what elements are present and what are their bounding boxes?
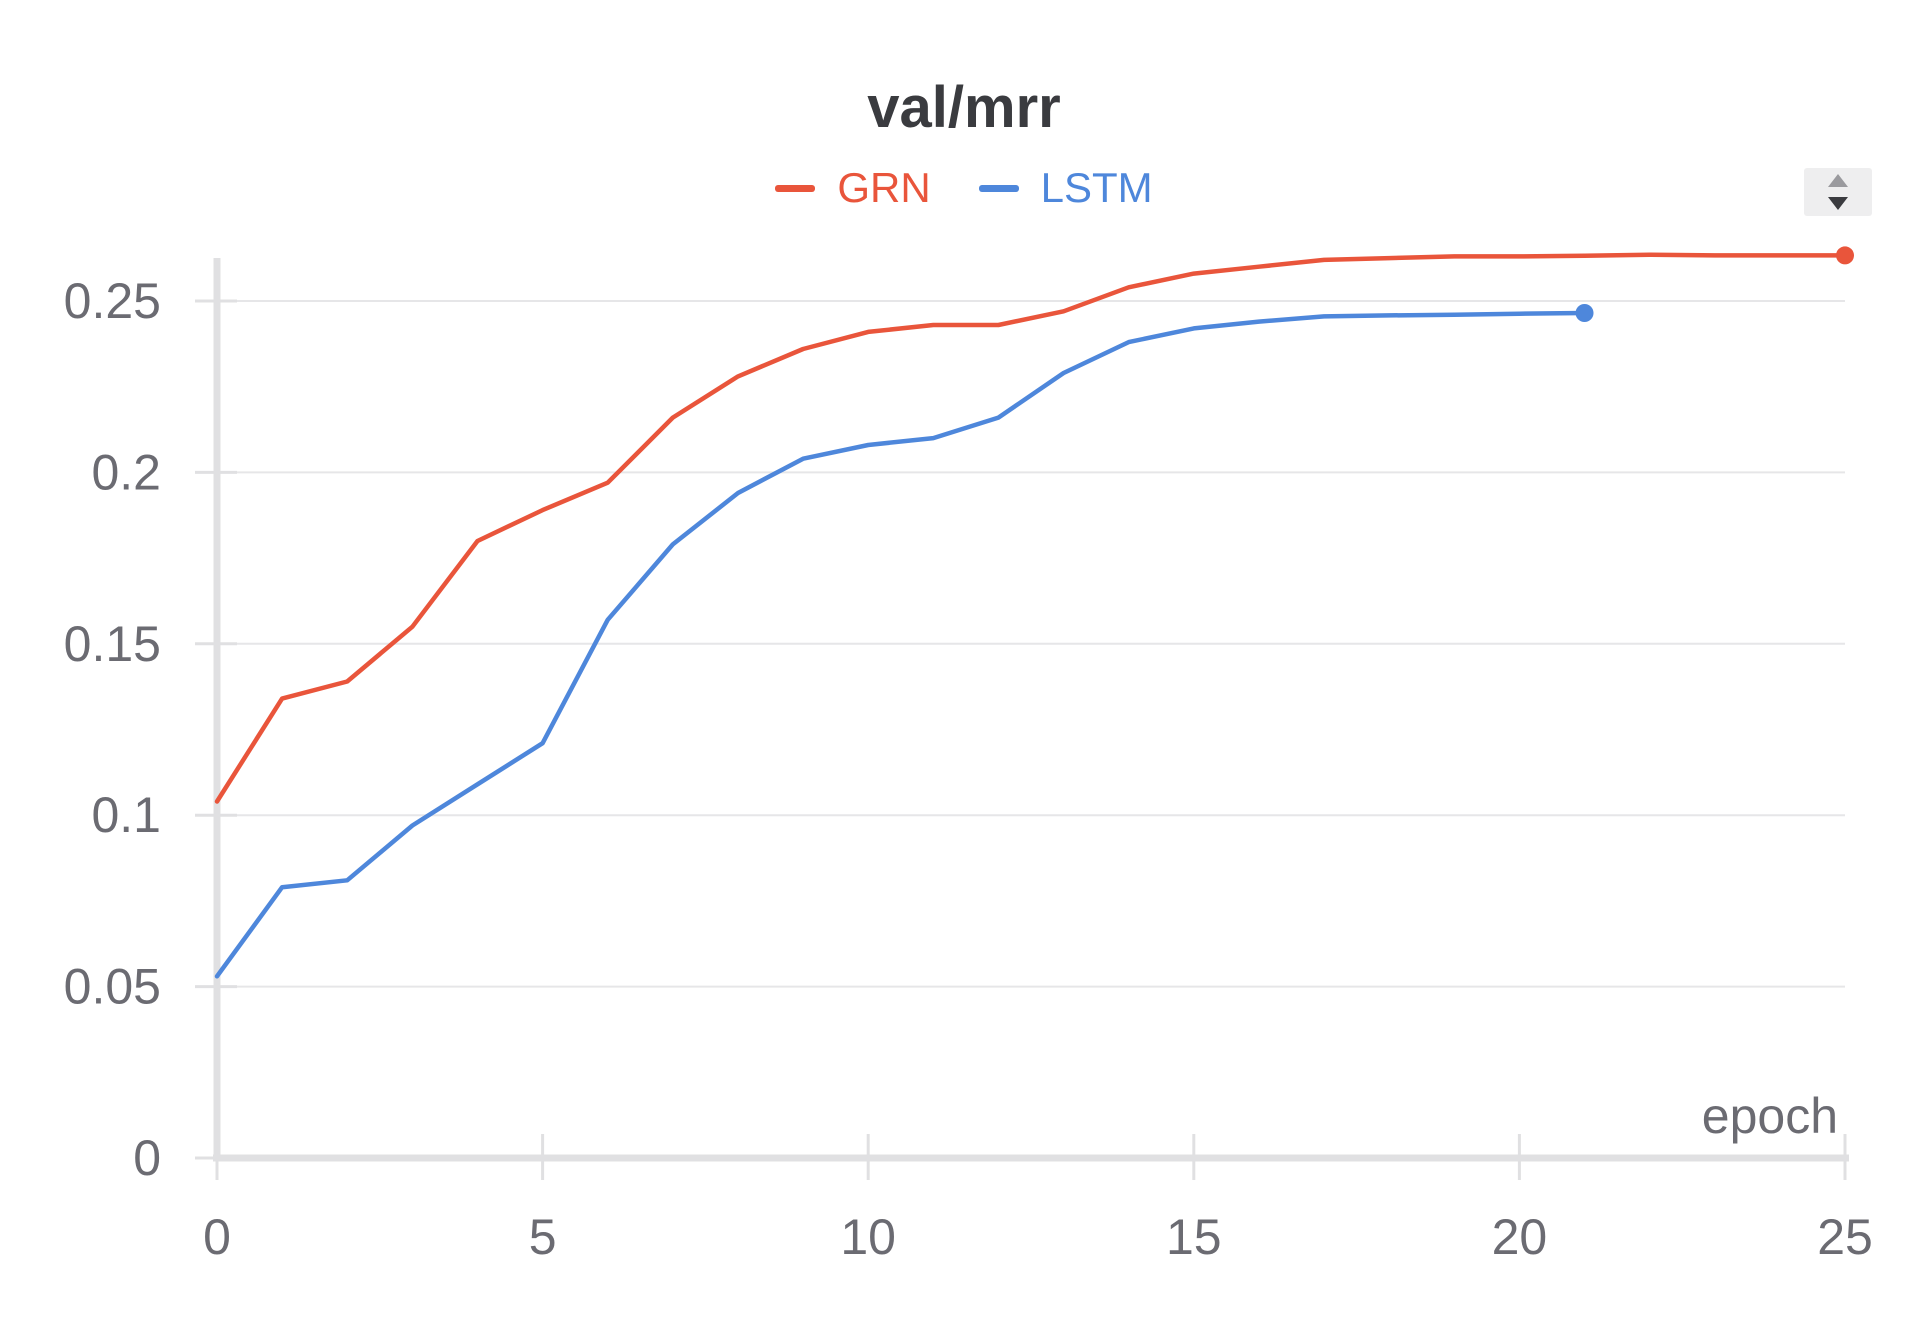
series-lines bbox=[214, 246, 1854, 979]
grid-lines bbox=[217, 300, 1845, 988]
x-tick-label: 20 bbox=[1492, 1209, 1548, 1265]
x-axis-label: epoch bbox=[1702, 1088, 1838, 1144]
x-tick-label: 15 bbox=[1166, 1209, 1222, 1265]
series-line-grn bbox=[214, 252, 1848, 804]
legend-label-grn: GRN bbox=[837, 164, 931, 211]
legend-swatch-grn bbox=[775, 184, 816, 192]
x-tick-label: 5 bbox=[529, 1209, 557, 1265]
chart-title: val/mrr bbox=[867, 75, 1061, 140]
up-down-arrows-icon bbox=[1828, 174, 1848, 210]
axes bbox=[213, 258, 1849, 1162]
legend-swatch-lstm bbox=[978, 184, 1019, 192]
x-tick-label: 10 bbox=[840, 1209, 896, 1265]
y-tick-label: 0.05 bbox=[64, 959, 161, 1015]
y-tick-label: 0.15 bbox=[64, 616, 161, 672]
y-tick-label: 0.2 bbox=[91, 444, 161, 500]
y-tick-label: 0.25 bbox=[64, 273, 161, 329]
series-endpoint-lstm bbox=[1575, 303, 1594, 322]
legend-item-grn[interactable]: GRN bbox=[775, 164, 931, 212]
x-tick-label: 25 bbox=[1817, 1209, 1873, 1265]
y-tick-label: 0.1 bbox=[91, 787, 161, 843]
tick-labels: 0 0.05 0.1 0.15 0.2 0.25 0 5 10 15 20 25 bbox=[64, 273, 1873, 1265]
legend-scroll-control[interactable] bbox=[1804, 168, 1872, 216]
series-endpoint-grn bbox=[1836, 246, 1854, 265]
legend-item-lstm[interactable]: LSTM bbox=[978, 164, 1153, 212]
y-tick-label: 0 bbox=[133, 1130, 161, 1186]
legend-label-lstm: LSTM bbox=[1040, 164, 1153, 211]
x-tick-label: 0 bbox=[203, 1209, 231, 1265]
series-line-lstm bbox=[214, 310, 1587, 979]
tick-marks bbox=[195, 299, 1847, 1180]
legend: GRN LSTM bbox=[0, 164, 1928, 212]
